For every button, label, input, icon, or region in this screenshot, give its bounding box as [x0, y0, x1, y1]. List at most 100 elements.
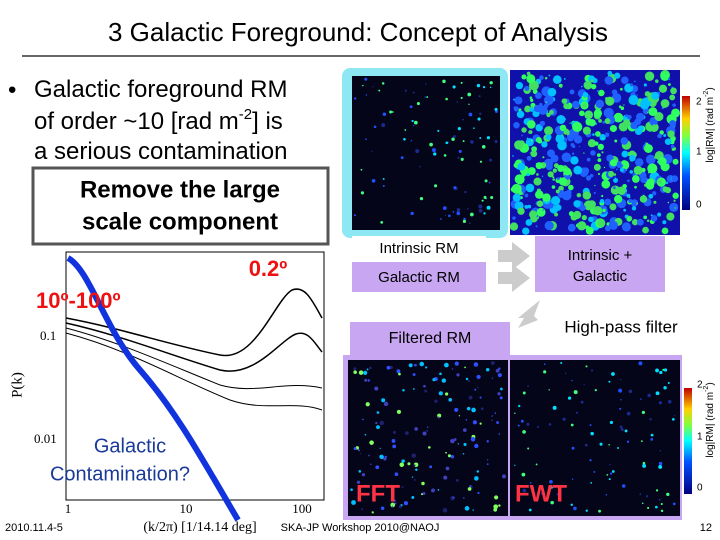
bullet-text: of order ~10 [rad m	[34, 108, 239, 135]
map-speck	[569, 122, 571, 124]
map-speck	[604, 76, 614, 85]
map-speck	[599, 199, 605, 204]
map-speck	[521, 127, 527, 133]
map-speck	[478, 208, 483, 213]
map-speck	[619, 425, 623, 429]
map-speck	[605, 96, 615, 106]
map-speck	[521, 134, 523, 137]
map-speck	[529, 107, 535, 112]
map-speck	[625, 114, 628, 118]
map-speck	[400, 156, 404, 160]
plot: 0.1 0.01 1 10 100 P(k) (k/2π) [1/14.14 d…	[9, 251, 325, 535]
map-speck	[639, 493, 641, 495]
map-speck	[517, 162, 526, 171]
map-speck	[445, 141, 449, 145]
map-speck	[447, 141, 450, 144]
map-speck	[657, 212, 662, 217]
map-speck	[672, 103, 676, 107]
map-speck	[577, 221, 587, 231]
map-speck	[511, 183, 522, 194]
map-speck	[404, 89, 407, 92]
map-speck	[650, 437, 654, 441]
map-speck	[365, 94, 368, 96]
callout-text: scale component	[82, 208, 278, 235]
map-speck	[432, 378, 436, 382]
map-speck	[561, 98, 568, 105]
map-speck	[422, 491, 426, 495]
map-speck	[467, 92, 472, 97]
map-speck	[431, 148, 436, 153]
map-speck	[525, 219, 533, 226]
map-speck	[667, 201, 670, 204]
map-speck	[474, 388, 477, 391]
map-speck	[483, 212, 486, 215]
map-speck	[654, 111, 664, 122]
map-speck	[573, 200, 581, 208]
map-speck	[444, 214, 447, 217]
map-speck	[651, 91, 660, 100]
map-speck	[620, 137, 629, 145]
map-speck	[597, 218, 606, 227]
superscript: -2	[703, 386, 710, 392]
map-speck	[524, 204, 529, 209]
colorbar-label-text: log|RM| (rad m	[705, 392, 716, 458]
y-tick-label: 0.1	[40, 328, 56, 343]
map-speck	[603, 107, 614, 118]
map-speck	[429, 142, 433, 147]
map-speck	[469, 212, 474, 217]
map-speck	[642, 226, 649, 234]
map-speck	[512, 216, 516, 220]
map-speck	[379, 454, 384, 460]
map-speck	[625, 169, 628, 171]
map-texture	[509, 69, 680, 235]
map-speck	[596, 89, 600, 93]
map-speck	[410, 139, 413, 142]
map-speck	[587, 200, 596, 209]
box-label: Intrinsic RM	[379, 240, 458, 257]
map-speck	[476, 470, 480, 473]
map-speck	[644, 71, 655, 81]
map-speck	[621, 150, 629, 158]
map-speck	[371, 511, 374, 514]
map-speck	[412, 373, 416, 377]
map-speck	[542, 209, 544, 211]
map-speck	[614, 139, 618, 143]
map-speck	[489, 86, 492, 89]
map-speck	[527, 385, 529, 387]
map-speck	[443, 154, 447, 157]
map-speck	[497, 373, 502, 378]
map-speck	[372, 86, 374, 88]
colorbar-label: log|RM| (rad m-2)	[703, 382, 716, 457]
map-speck	[558, 185, 564, 192]
map-speck	[567, 223, 576, 232]
map-speck	[409, 105, 413, 109]
map-speck	[494, 412, 497, 414]
map-speck	[467, 208, 469, 210]
map-speck	[560, 85, 563, 88]
map-speck	[590, 481, 593, 484]
map-speck	[426, 96, 429, 98]
map-speck	[624, 429, 628, 433]
map-speck	[379, 420, 385, 426]
map-speck	[647, 506, 650, 509]
map-speck	[392, 430, 397, 434]
map-speck	[362, 418, 364, 421]
map-speck	[527, 204, 532, 209]
map-speck	[462, 453, 465, 455]
map-speck	[535, 190, 544, 199]
map-speck	[611, 372, 615, 376]
map-speck	[422, 431, 427, 436]
map-speck	[634, 80, 636, 83]
title: 3 Galactic Foreground: Concept of Analys…	[108, 17, 608, 47]
map-speck	[453, 186, 457, 190]
map-speck	[642, 461, 646, 465]
map-speck	[413, 124, 415, 127]
bullet-line: of order ~10 [rad m-2] is	[34, 106, 283, 135]
map-speck	[392, 444, 397, 449]
map-speck	[479, 396, 482, 399]
label-box	[540, 312, 702, 344]
map-speck	[620, 399, 622, 401]
map-speck	[585, 118, 593, 126]
map-speck	[403, 501, 409, 506]
map-speck	[381, 82, 385, 85]
